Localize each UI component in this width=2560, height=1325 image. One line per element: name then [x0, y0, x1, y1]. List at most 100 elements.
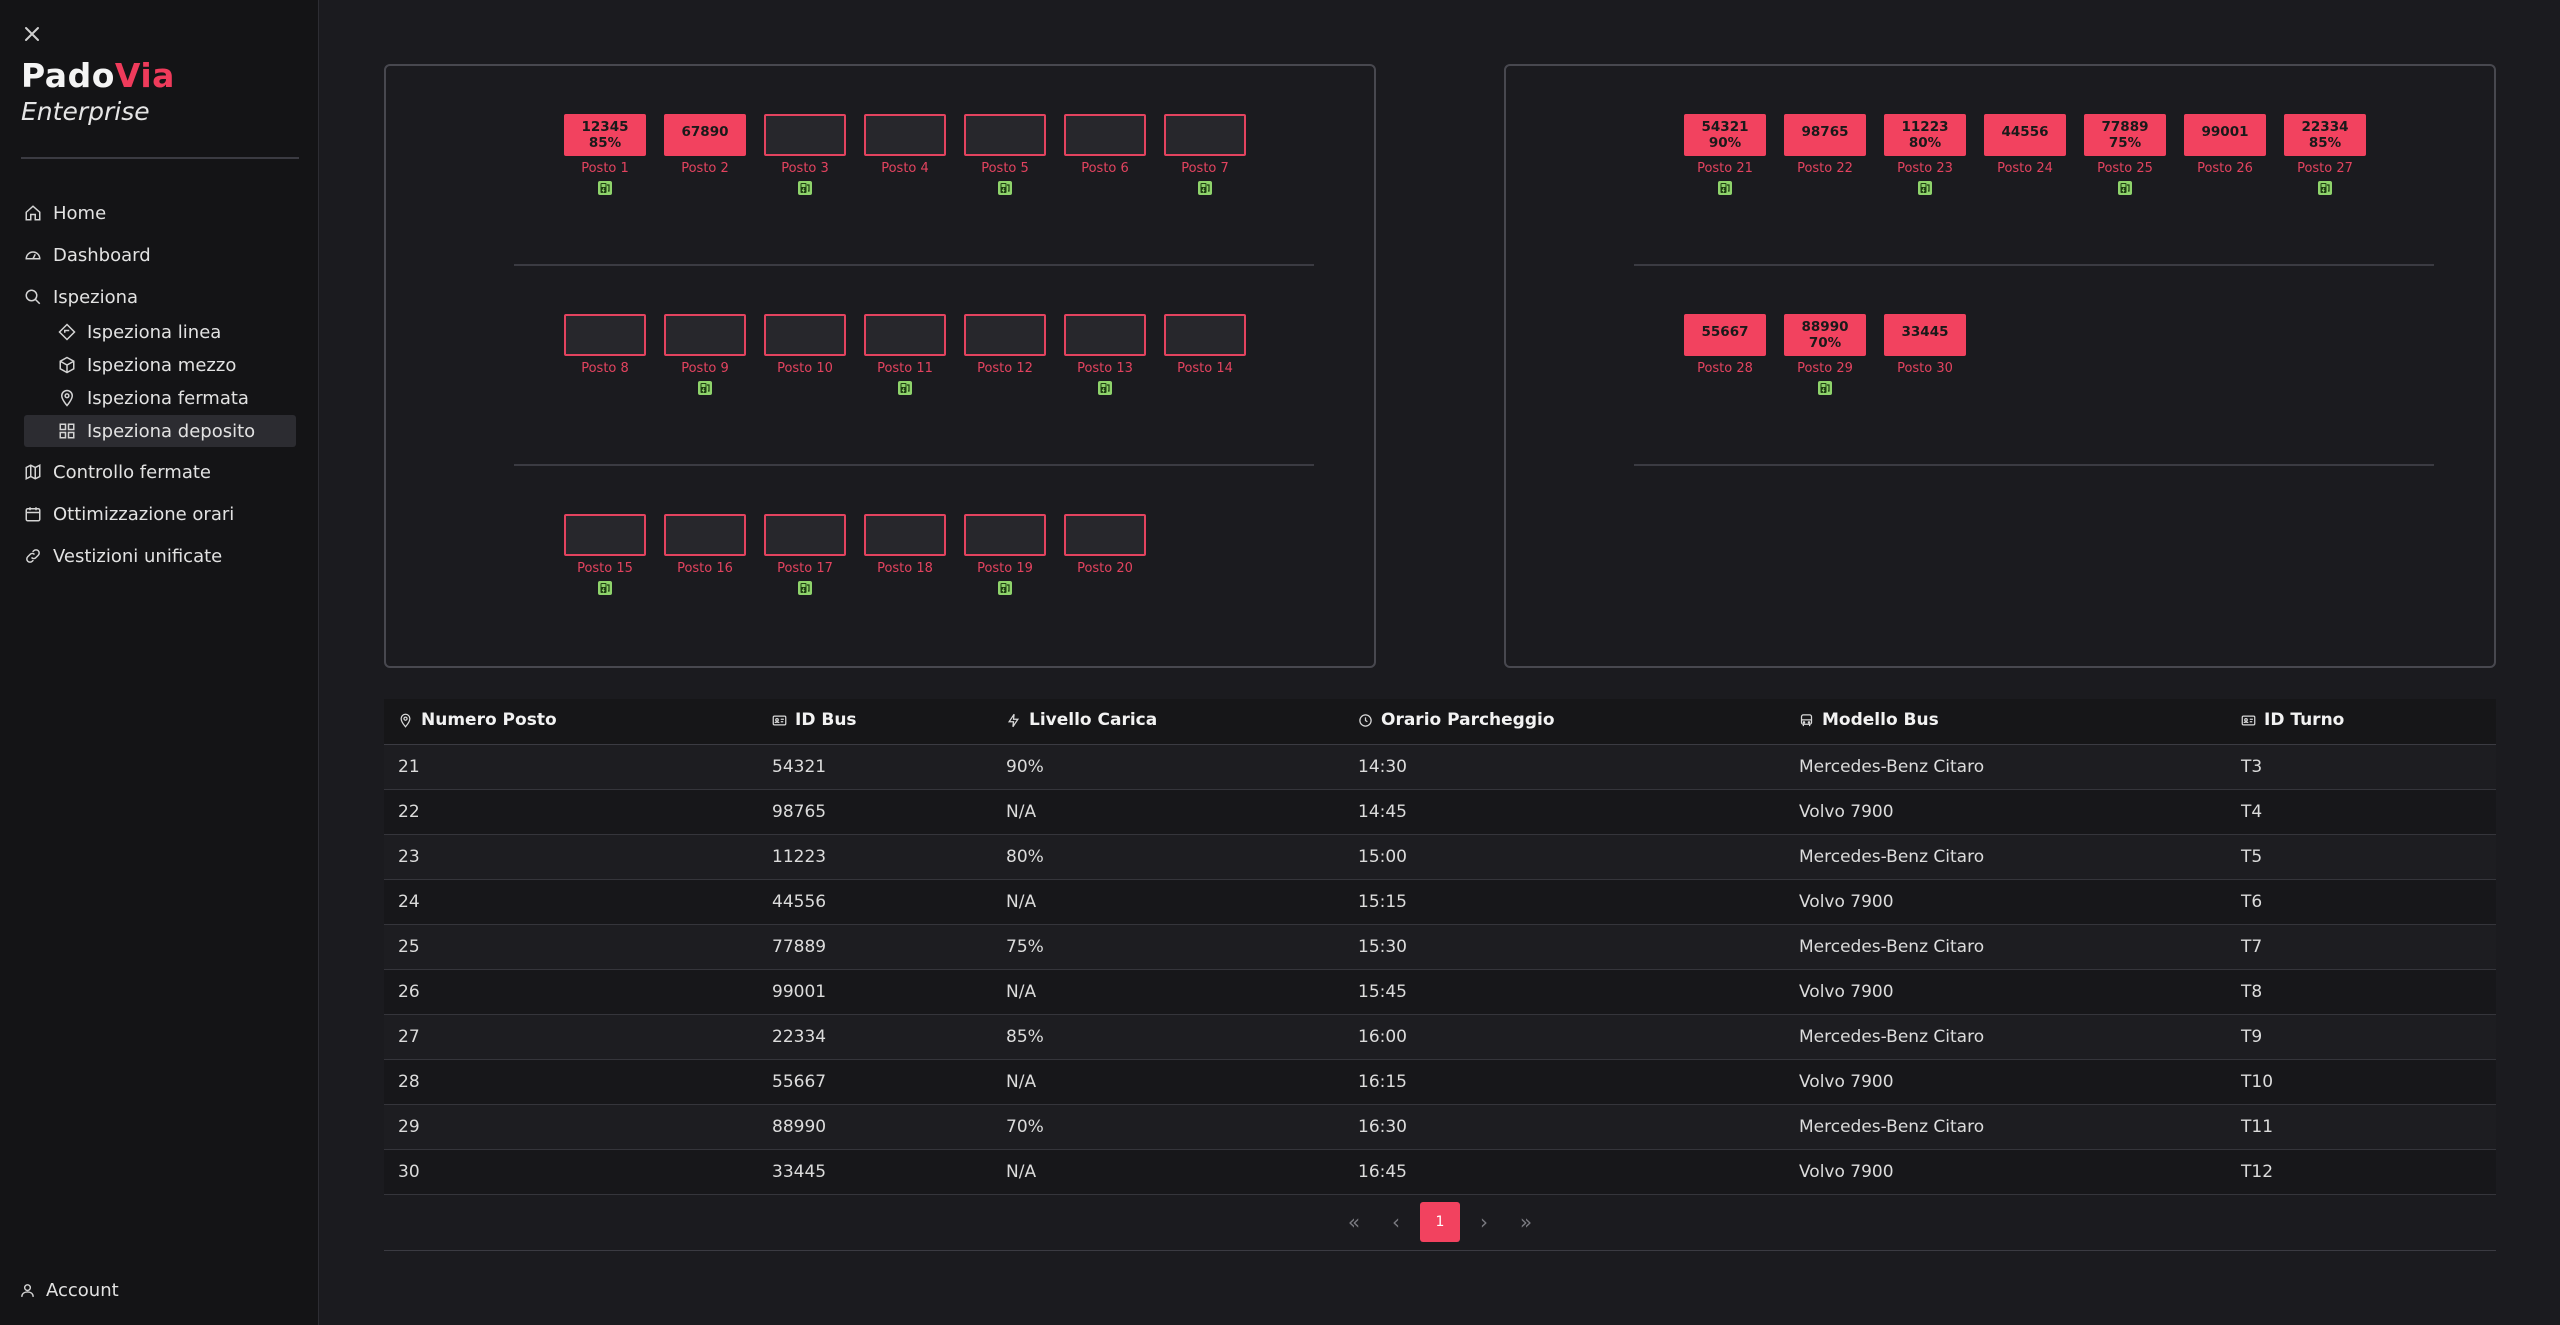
slot-box[interactable]: 11223 80% — [1884, 114, 1966, 156]
page-number-button[interactable]: 1 — [1420, 1202, 1460, 1242]
slot-box[interactable] — [1164, 114, 1246, 156]
parking-slot[interactable]: 88990 70% Posto 29 — [1784, 314, 1866, 396]
parking-slot[interactable]: Posto 18 — [864, 514, 946, 577]
parking-slot[interactable]: 55667 Posto 28 — [1684, 314, 1766, 377]
parking-slot[interactable]: Posto 13 — [1064, 314, 1146, 396]
slot-label: Posto 5 — [981, 161, 1029, 176]
last-page-button[interactable]: » — [1519, 1210, 1533, 1234]
slot-box[interactable]: 67890 — [664, 114, 746, 156]
slot-box[interactable]: 77889 75% — [2084, 114, 2166, 156]
table-row[interactable]: 27 22334 85% 16:00 Mercedes-Benz Citaro T9 — [384, 1014, 2496, 1060]
slot-box[interactable] — [664, 314, 746, 356]
cell-id-bus: 33445 — [758, 1149, 992, 1195]
parking-slot[interactable]: Posto 10 — [764, 314, 846, 377]
slot-box[interactable]: 33445 — [1884, 314, 1966, 356]
parking-slot[interactable]: Posto 9 — [664, 314, 746, 396]
parking-slot[interactable]: Posto 17 — [764, 514, 846, 596]
parking-slot[interactable]: 22334 85% Posto 27 — [2284, 114, 2366, 196]
parking-slot[interactable]: Posto 8 — [564, 314, 646, 377]
parking-slot[interactable]: Posto 19 — [964, 514, 1046, 596]
slot-box[interactable] — [764, 114, 846, 156]
table-row[interactable]: 24 44556 N/A 15:15 Volvo 7900 T6 — [384, 879, 2496, 925]
pagination: « ‹ 1 › » — [384, 1195, 2496, 1251]
slot-box[interactable] — [864, 314, 946, 356]
slot-box[interactable] — [664, 514, 746, 556]
parking-slot[interactable]: Posto 12 — [964, 314, 1046, 377]
sidebar-item-vestizioni-unificate[interactable]: Vestizioni unificate — [24, 539, 296, 573]
sidebar-item-ispeziona-mezzo[interactable]: Ispeziona mezzo — [58, 349, 296, 381]
slot-box[interactable] — [1064, 314, 1146, 356]
table-row[interactable]: 30 33445 N/A 16:45 Volvo 7900 T12 — [384, 1149, 2496, 1195]
column-header-orario-parcheggio[interactable]: Orario Parcheggio — [1344, 699, 1785, 745]
charging-station-icon — [1098, 381, 1112, 395]
column-header-numero-posto[interactable]: Numero Posto — [384, 699, 758, 745]
table-row[interactable]: 23 11223 80% 15:00 Mercedes-Benz Citaro T5 — [384, 834, 2496, 880]
parking-slot[interactable]: 54321 90% Posto 21 — [1684, 114, 1766, 196]
close-icon[interactable] — [20, 22, 44, 46]
parking-slot[interactable]: 77889 75% Posto 25 — [2084, 114, 2166, 196]
slot-box[interactable]: 54321 90% — [1684, 114, 1766, 156]
parking-slot[interactable]: 12345 85% Posto 1 — [564, 114, 646, 196]
table-row[interactable]: 22 98765 N/A 14:45 Volvo 7900 T4 — [384, 789, 2496, 835]
parking-slot[interactable]: Posto 20 — [1064, 514, 1146, 577]
slot-box[interactable] — [764, 514, 846, 556]
parking-slot[interactable]: 98765 Posto 22 — [1784, 114, 1866, 177]
parking-slot[interactable]: 67890 Posto 2 — [664, 114, 746, 177]
slot-box[interactable]: 88990 70% — [1784, 314, 1866, 356]
parking-slot[interactable]: 44556 Posto 24 — [1984, 114, 2066, 177]
slot-box[interactable] — [864, 514, 946, 556]
parking-slot[interactable]: Posto 3 — [764, 114, 846, 196]
parking-slot[interactable]: Posto 14 — [1164, 314, 1246, 377]
column-header-id-bus[interactable]: ID Bus — [758, 699, 992, 745]
slot-charge-level: 85% — [588, 135, 622, 151]
slot-box[interactable] — [564, 314, 646, 356]
column-header-id-turno[interactable]: ID Turno — [2227, 699, 2496, 745]
sidebar-item-ispeziona-linea[interactable]: Ispeziona linea — [58, 316, 296, 348]
parking-slot[interactable]: Posto 15 — [564, 514, 646, 596]
column-header-modello-bus[interactable]: Modello Bus — [1785, 699, 2227, 745]
slot-box[interactable]: 12345 85% — [564, 114, 646, 156]
slot-box[interactable]: 99001 — [2184, 114, 2266, 156]
parking-slot[interactable]: Posto 6 — [1064, 114, 1146, 177]
parking-slot[interactable]: Posto 5 — [964, 114, 1046, 196]
table-row[interactable]: 28 55667 N/A 16:15 Volvo 7900 T10 — [384, 1059, 2496, 1105]
parking-slot[interactable]: Posto 7 — [1164, 114, 1246, 196]
next-page-button[interactable]: › — [1480, 1210, 1488, 1234]
sidebar-item-ispeziona-deposito[interactable]: Ispeziona deposito — [24, 415, 296, 447]
slot-box[interactable] — [864, 114, 946, 156]
parking-slot[interactable]: 33445 Posto 30 — [1884, 314, 1966, 377]
first-page-button[interactable]: « — [1347, 1210, 1361, 1234]
sidebar-item-home[interactable]: Home — [24, 196, 296, 230]
table-row[interactable]: 21 54321 90% 14:30 Mercedes-Benz Citaro T3 — [384, 744, 2496, 790]
cell-numero-posto: 27 — [384, 1014, 758, 1060]
sidebar-item-ispeziona-fermata[interactable]: Ispeziona fermata — [58, 382, 296, 414]
slot-box[interactable] — [764, 314, 846, 356]
table-row[interactable]: 26 99001 N/A 15:45 Volvo 7900 T8 — [384, 969, 2496, 1015]
sidebar-item-ispeziona[interactable]: Ispeziona — [24, 280, 296, 314]
slot-box[interactable] — [564, 514, 646, 556]
slot-box[interactable]: 22334 85% — [2284, 114, 2366, 156]
slot-box[interactable]: 44556 — [1984, 114, 2066, 156]
slot-box[interactable] — [964, 114, 1046, 156]
slot-box[interactable] — [1064, 114, 1146, 156]
slot-box[interactable]: 55667 — [1684, 314, 1766, 356]
slot-box[interactable]: 98765 — [1784, 114, 1866, 156]
slot-box[interactable] — [1164, 314, 1246, 356]
parking-slot[interactable]: Posto 4 — [864, 114, 946, 177]
slot-bus-id: 11223 — [1901, 119, 1949, 135]
sidebar-item-dashboard[interactable]: Dashboard — [24, 238, 296, 272]
parking-slot[interactable]: Posto 16 — [664, 514, 746, 577]
slot-box[interactable] — [964, 514, 1046, 556]
sidebar-item-controllo-fermate[interactable]: Controllo fermate — [24, 455, 296, 489]
parking-slot[interactable]: 99001 Posto 26 — [2184, 114, 2266, 177]
account-link[interactable]: Account — [19, 1280, 119, 1301]
table-row[interactable]: 25 77889 75% 15:30 Mercedes-Benz Citaro T7 — [384, 924, 2496, 970]
prev-page-button[interactable]: ‹ — [1392, 1210, 1400, 1234]
slot-box[interactable] — [964, 314, 1046, 356]
column-header-livello-carica[interactable]: Livello Carica — [992, 699, 1344, 745]
table-row[interactable]: 29 88990 70% 16:30 Mercedes-Benz Citaro T11 — [384, 1104, 2496, 1150]
slot-box[interactable] — [1064, 514, 1146, 556]
parking-slot[interactable]: Posto 11 — [864, 314, 946, 396]
sidebar-item-ottimizzazione-orari[interactable]: Ottimizzazione orari — [24, 497, 296, 531]
parking-slot[interactable]: 11223 80% Posto 23 — [1884, 114, 1966, 196]
